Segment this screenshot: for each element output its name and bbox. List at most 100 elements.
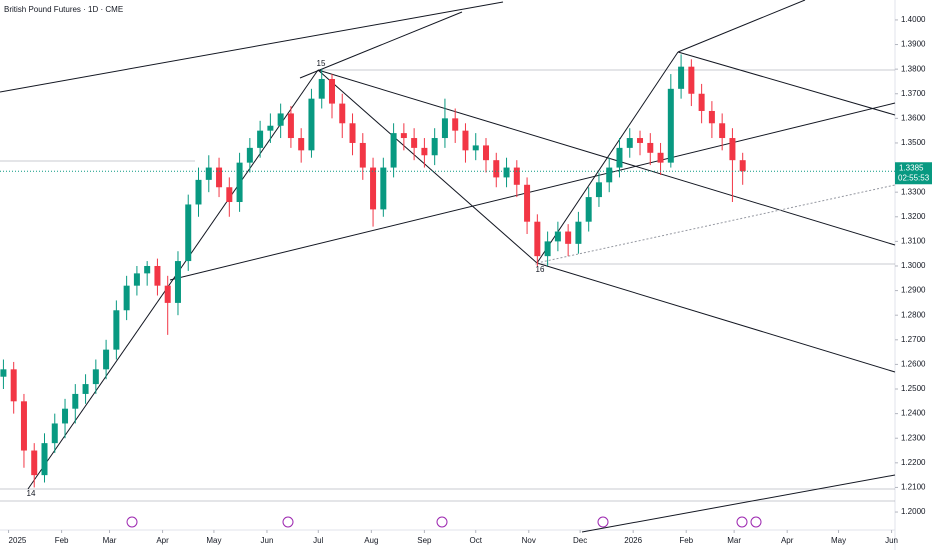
y-tick-label: 1.2900 xyxy=(901,286,926,295)
candle-body xyxy=(10,369,17,402)
y-tick-label: 1.2300 xyxy=(901,433,926,442)
candle-body xyxy=(51,423,58,444)
candle-body xyxy=(483,145,490,161)
candle-body xyxy=(647,142,654,153)
candle-body xyxy=(174,261,181,303)
y-tick-label: 1.2700 xyxy=(901,335,926,344)
candle-body xyxy=(739,160,746,172)
candle-body xyxy=(698,93,705,111)
drawings xyxy=(0,0,896,533)
candle-body xyxy=(513,167,520,185)
candle-body xyxy=(390,133,397,168)
candle-body xyxy=(626,138,633,148)
candle-body xyxy=(277,113,284,126)
candle-body xyxy=(216,167,223,188)
y-tick-label: 1.4000 xyxy=(901,15,926,24)
event-icon[interactable] xyxy=(750,516,762,528)
candle-body xyxy=(575,221,582,244)
y-tick-label: 1.2800 xyxy=(901,310,926,319)
trend-line xyxy=(317,69,896,246)
candle-body xyxy=(205,167,212,180)
candle-body xyxy=(236,162,243,203)
x-tick-label: Feb xyxy=(679,536,693,545)
y-tick-label: 1.3800 xyxy=(901,64,926,73)
trend-line xyxy=(169,102,896,281)
candle-body xyxy=(708,110,715,124)
candle-body xyxy=(370,167,377,210)
candle-body xyxy=(554,231,561,242)
y-tick-label: 1.3200 xyxy=(901,212,926,221)
event-icon[interactable] xyxy=(597,516,609,528)
candle-body xyxy=(441,118,448,139)
candle-body xyxy=(616,147,623,168)
event-icon[interactable] xyxy=(736,516,748,528)
trend-line xyxy=(299,11,463,79)
candle-body xyxy=(246,147,253,163)
candle-body xyxy=(688,66,695,94)
candle-body xyxy=(719,123,726,139)
candle-body xyxy=(318,78,325,99)
candle-body xyxy=(380,167,387,210)
countdown-label: 02:55:53 xyxy=(898,173,930,182)
candle-body xyxy=(328,78,335,104)
x-tick-label: May xyxy=(206,536,221,545)
x-tick-label: Dec xyxy=(573,536,587,545)
candle-body xyxy=(20,401,27,451)
x-tick-label: Sep xyxy=(417,536,432,545)
candle-body xyxy=(226,187,233,203)
x-tick-label: Jun xyxy=(885,536,898,545)
candle-body xyxy=(195,179,202,205)
x-tick-label: Oct xyxy=(470,536,483,545)
candle-body xyxy=(339,103,346,124)
chart-title: British Pound Futures · 1D · CME xyxy=(4,5,123,14)
candle-body xyxy=(565,231,572,244)
candle-body xyxy=(185,204,192,262)
candle-body xyxy=(123,285,130,311)
candle-body xyxy=(606,167,613,183)
candle-body xyxy=(637,138,644,143)
candle-body xyxy=(431,138,438,156)
event-icon[interactable] xyxy=(282,516,294,528)
candle-body xyxy=(113,310,120,350)
candle-body xyxy=(349,123,356,143)
candle-body xyxy=(595,182,602,198)
trend-line xyxy=(536,51,679,264)
y-tick-label: 1.3300 xyxy=(901,187,926,196)
event-icon[interactable] xyxy=(436,516,448,528)
candle-body xyxy=(0,369,7,377)
x-tick-label: Feb xyxy=(55,536,69,545)
y-tick-label: 1.3500 xyxy=(901,138,926,147)
candle-body xyxy=(298,138,305,151)
y-tick-label: 1.2100 xyxy=(901,483,926,492)
x-tick-label: Mar xyxy=(727,536,741,545)
trend-line xyxy=(317,69,538,264)
last-price-box xyxy=(895,162,932,185)
y-tick-label: 1.2500 xyxy=(901,384,926,393)
candle-body xyxy=(287,113,294,139)
candle-body xyxy=(534,221,541,257)
candle-body xyxy=(585,197,592,222)
candles xyxy=(0,54,746,488)
y-tick-label: 1.3000 xyxy=(901,261,926,270)
y-tick-label: 1.2200 xyxy=(901,458,926,467)
candle-body xyxy=(400,133,407,139)
x-tick-label: May xyxy=(831,536,846,545)
y-tick-label: 1.3100 xyxy=(901,236,926,245)
candle-body xyxy=(267,125,274,131)
x-tick-label: 2025 xyxy=(9,536,27,545)
candle-body xyxy=(41,443,48,476)
y-tick-label: 1.3900 xyxy=(901,40,926,49)
y-tick-label: 1.3700 xyxy=(901,89,926,98)
trend-line xyxy=(536,262,896,373)
candle-body xyxy=(667,88,674,163)
trend-line xyxy=(536,184,896,264)
trend-line xyxy=(0,1,504,93)
last-price-label: 1.3385 xyxy=(899,163,924,172)
candle-body xyxy=(493,160,500,178)
x-tick-label: Aug xyxy=(364,536,378,545)
trend-line xyxy=(677,51,896,116)
trend-line xyxy=(581,474,896,533)
candle-body xyxy=(503,167,510,178)
event-icon[interactable] xyxy=(126,516,138,528)
x-tick-label: Apr xyxy=(781,536,794,545)
